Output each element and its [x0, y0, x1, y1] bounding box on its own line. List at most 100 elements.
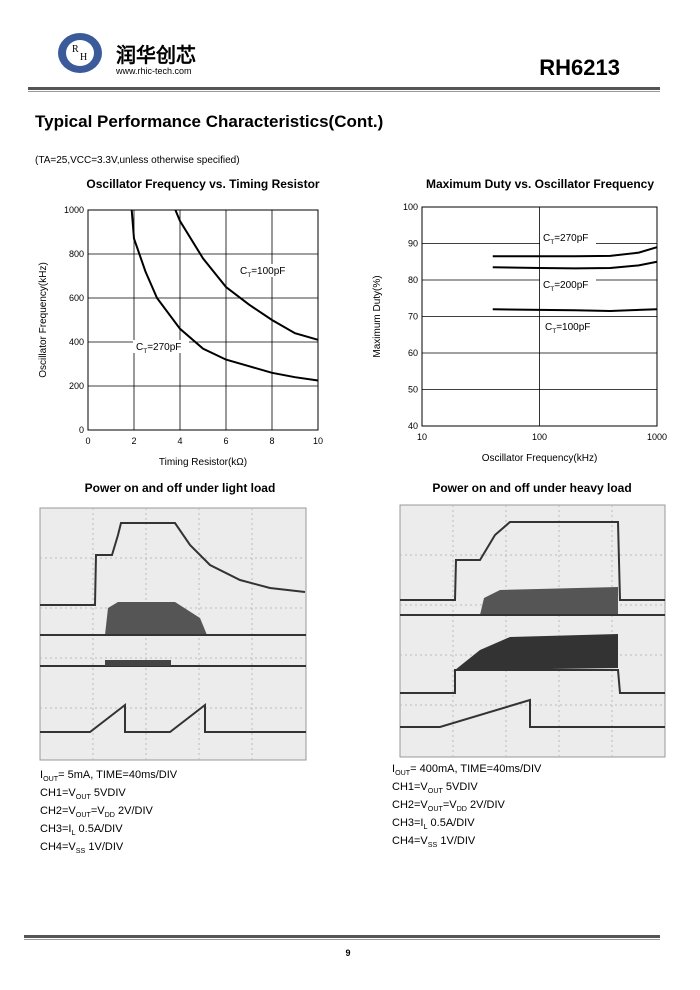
- label-bg: [540, 278, 596, 291]
- chart-title: Oscillator Frequency vs. Timing Resistor: [86, 177, 320, 191]
- scope-caption-part: 0.5A/DIV: [75, 823, 123, 835]
- footer-rule: [24, 939, 660, 940]
- chart: Maximum Duty vs. Oscillator Frequency 10 1…: [372, 177, 667, 464]
- scope-caption-subscript: OUT: [428, 805, 444, 813]
- series-label-subscript: T: [550, 286, 554, 293]
- scope-heavy: [399, 504, 666, 758]
- x-tick-label: 4: [177, 436, 182, 446]
- scope-caption-part: CH1=V: [392, 781, 428, 793]
- series-label: CT=200pF: [543, 280, 588, 293]
- x-tick-label: 2: [131, 436, 136, 446]
- conditions: (TA=25,VCC=3.3V,unless otherwise specifi…: [35, 155, 240, 166]
- series-label-part: =100pF: [251, 266, 285, 277]
- scope-caption: CH2=VOUT=VDD 2V/DIV: [392, 799, 506, 813]
- y-tick-label: 400: [69, 337, 84, 347]
- x-axis-label: Oscillator Frequency(kHz): [482, 453, 598, 464]
- series-label-part: C: [136, 342, 143, 353]
- scope-caption-part: 2V/DIV: [115, 805, 154, 817]
- scope-caption-subscript: OUT: [395, 769, 411, 777]
- scope-caption-part: I: [392, 763, 395, 775]
- y-tick-label: 50: [408, 385, 418, 395]
- part-number: RH6213: [539, 55, 620, 80]
- scope-caption-subscript: L: [72, 829, 76, 837]
- scope-caption-part: = 400mA, TIME=40ms/DIV: [410, 763, 542, 775]
- data-line: [492, 308, 658, 313]
- y-tick-label: 0: [79, 425, 84, 435]
- scope-caption-subscript: DD: [457, 805, 467, 813]
- scope-caption-part: CH4=V: [392, 835, 428, 847]
- scope-caption-part: 5VDIV: [443, 781, 479, 793]
- series-label-subscript: T: [550, 239, 554, 246]
- scope-caption: CH2=VOUT=VDD 2V/DIV: [40, 805, 154, 819]
- y-tick-label: 100: [403, 202, 418, 212]
- x-tick-label: 10: [313, 436, 323, 446]
- scope-caption-part: = 5mA, TIME=40ms/DIV: [58, 769, 178, 781]
- logo: R H: [58, 33, 102, 73]
- label-bg: [540, 231, 596, 244]
- y-tick-label: 800: [69, 249, 84, 259]
- scope-caption: CH3=IL 0.5A/DIV: [392, 817, 475, 831]
- scope-caption-part: 5VDIV: [91, 787, 127, 799]
- y-axis-label: Oscillator Frequency(kHz): [38, 262, 49, 378]
- x-tick-label: 0: [85, 436, 90, 446]
- scope-caption-part: 0.5A/DIV: [427, 817, 475, 829]
- series-label-part: C: [543, 280, 550, 291]
- scope-caption-subscript: SS: [76, 847, 86, 855]
- chart-title: Maximum Duty vs. Oscillator Frequency: [426, 177, 654, 191]
- website: www.rhic-tech.com: [115, 66, 192, 76]
- header-rule: [28, 91, 660, 92]
- scope-title: Power on and off under light load: [85, 481, 276, 495]
- company-name: 润华创芯: [116, 43, 196, 67]
- y-tick-label: 80: [408, 275, 418, 285]
- y-axis-label: Maximum Duty(%): [372, 275, 383, 357]
- scope-caption: CH3=IL 0.5A/DIV: [40, 823, 123, 837]
- scope-caption-part: 2V/DIV: [467, 799, 506, 811]
- data-line: [492, 246, 658, 258]
- y-tick-label: 40: [408, 421, 418, 431]
- y-tick-label: 200: [69, 381, 84, 391]
- scope-light: [39, 507, 307, 761]
- scope-caption-subscript: DD: [105, 811, 115, 819]
- y-tick-label: 60: [408, 348, 418, 358]
- scope-caption-part: CH2=V: [392, 799, 428, 811]
- series-label-subscript: T: [143, 348, 147, 355]
- scope-caption: IOUT= 400mA, TIME=40ms/DIV: [392, 763, 542, 777]
- scope-caption: CH1=VOUT 5VDIV: [40, 787, 126, 801]
- label-bg: [133, 340, 189, 353]
- series-label: CT=270pF: [543, 233, 588, 246]
- y-tick-label: 1000: [64, 205, 84, 215]
- svg-text:H: H: [80, 52, 87, 63]
- svg-text:R: R: [72, 44, 79, 55]
- scope-caption-subscript: OUT: [428, 787, 444, 795]
- y-tick-label: 90: [408, 239, 418, 249]
- data-line: [492, 260, 658, 270]
- y-tick-label: 600: [69, 293, 84, 303]
- x-axis-label: Timing Resistor(kΩ): [159, 457, 247, 468]
- scope-caption-part: CH3=I: [40, 823, 72, 835]
- label-bg: [237, 264, 293, 277]
- scope-caption: CH4=VSS 1V/DIV: [392, 835, 476, 849]
- scope-caption-subscript: SS: [428, 841, 438, 849]
- scope-caption: IOUT= 5mA, TIME=40ms/DIV: [40, 769, 178, 783]
- footer-rule: [24, 935, 660, 938]
- scope-caption-part: CH4=V: [40, 841, 76, 853]
- scope-caption-subscript: OUT: [76, 793, 92, 801]
- scope-title: Power on and off under heavy load: [432, 481, 631, 495]
- series-label-part: C: [543, 233, 550, 244]
- y-tick-label: 70: [408, 312, 418, 322]
- series-label-subscript: T: [247, 272, 251, 279]
- page-number: 9: [345, 948, 350, 958]
- scope-caption-part: =V: [91, 805, 105, 817]
- scope-caption-part: CH2=V: [40, 805, 76, 817]
- scope-caption-subscript: OUT: [76, 811, 92, 819]
- x-tick-label: 8: [269, 436, 274, 446]
- series-label-part: =270pF: [554, 233, 588, 244]
- scope-caption: CH4=VSS 1V/DIV: [40, 841, 124, 855]
- scope-caption: CH1=VOUT 5VDIV: [392, 781, 478, 795]
- scope-caption-part: I: [40, 769, 43, 781]
- series-label-part: =270pF: [147, 342, 181, 353]
- series-label-part: =100pF: [556, 322, 590, 333]
- scope-caption-part: 1V/DIV: [85, 841, 124, 853]
- scope-caption-part: 1V/DIV: [437, 835, 476, 847]
